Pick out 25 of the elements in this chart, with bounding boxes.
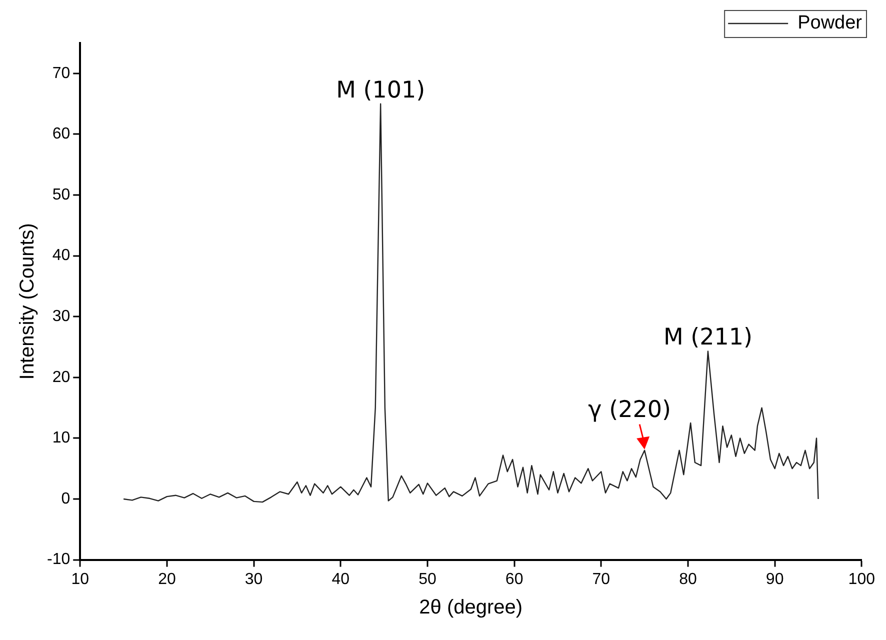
- legend-label: Powder: [798, 12, 863, 34]
- y-tick-label: 40: [52, 247, 70, 264]
- x-axis-title: 2θ (degree): [419, 596, 523, 619]
- x-tick-label: 80: [679, 570, 697, 588]
- y-tick-label: 20: [52, 368, 70, 386]
- x-tick-label: 50: [418, 570, 436, 588]
- y-tick-label: 30: [52, 308, 70, 326]
- y-tick-label: 70: [52, 64, 70, 82]
- annotation: γ (220): [588, 396, 671, 423]
- x-tick-label: 20: [158, 570, 176, 588]
- x-tick-label: 30: [244, 570, 263, 588]
- y-axis-title: Intensity (Counts): [16, 223, 39, 380]
- annotation: M (101): [336, 77, 426, 104]
- x-tick-label: 60: [505, 570, 524, 588]
- y-tick-label: 10: [52, 430, 70, 447]
- x-tick-label: 70: [592, 570, 610, 588]
- x-tick-label: 90: [766, 570, 784, 588]
- x-tick-label: 10: [71, 570, 90, 588]
- y-tick-label: 0: [61, 490, 70, 508]
- y-tick-label: -10: [47, 551, 70, 568]
- y-tick-label: 60: [52, 126, 70, 143]
- x-tick-label: 100: [848, 570, 876, 588]
- annotation: M (211): [663, 324, 752, 351]
- y-tick-label: 50: [52, 186, 70, 204]
- x-tick-label: 40: [332, 570, 350, 588]
